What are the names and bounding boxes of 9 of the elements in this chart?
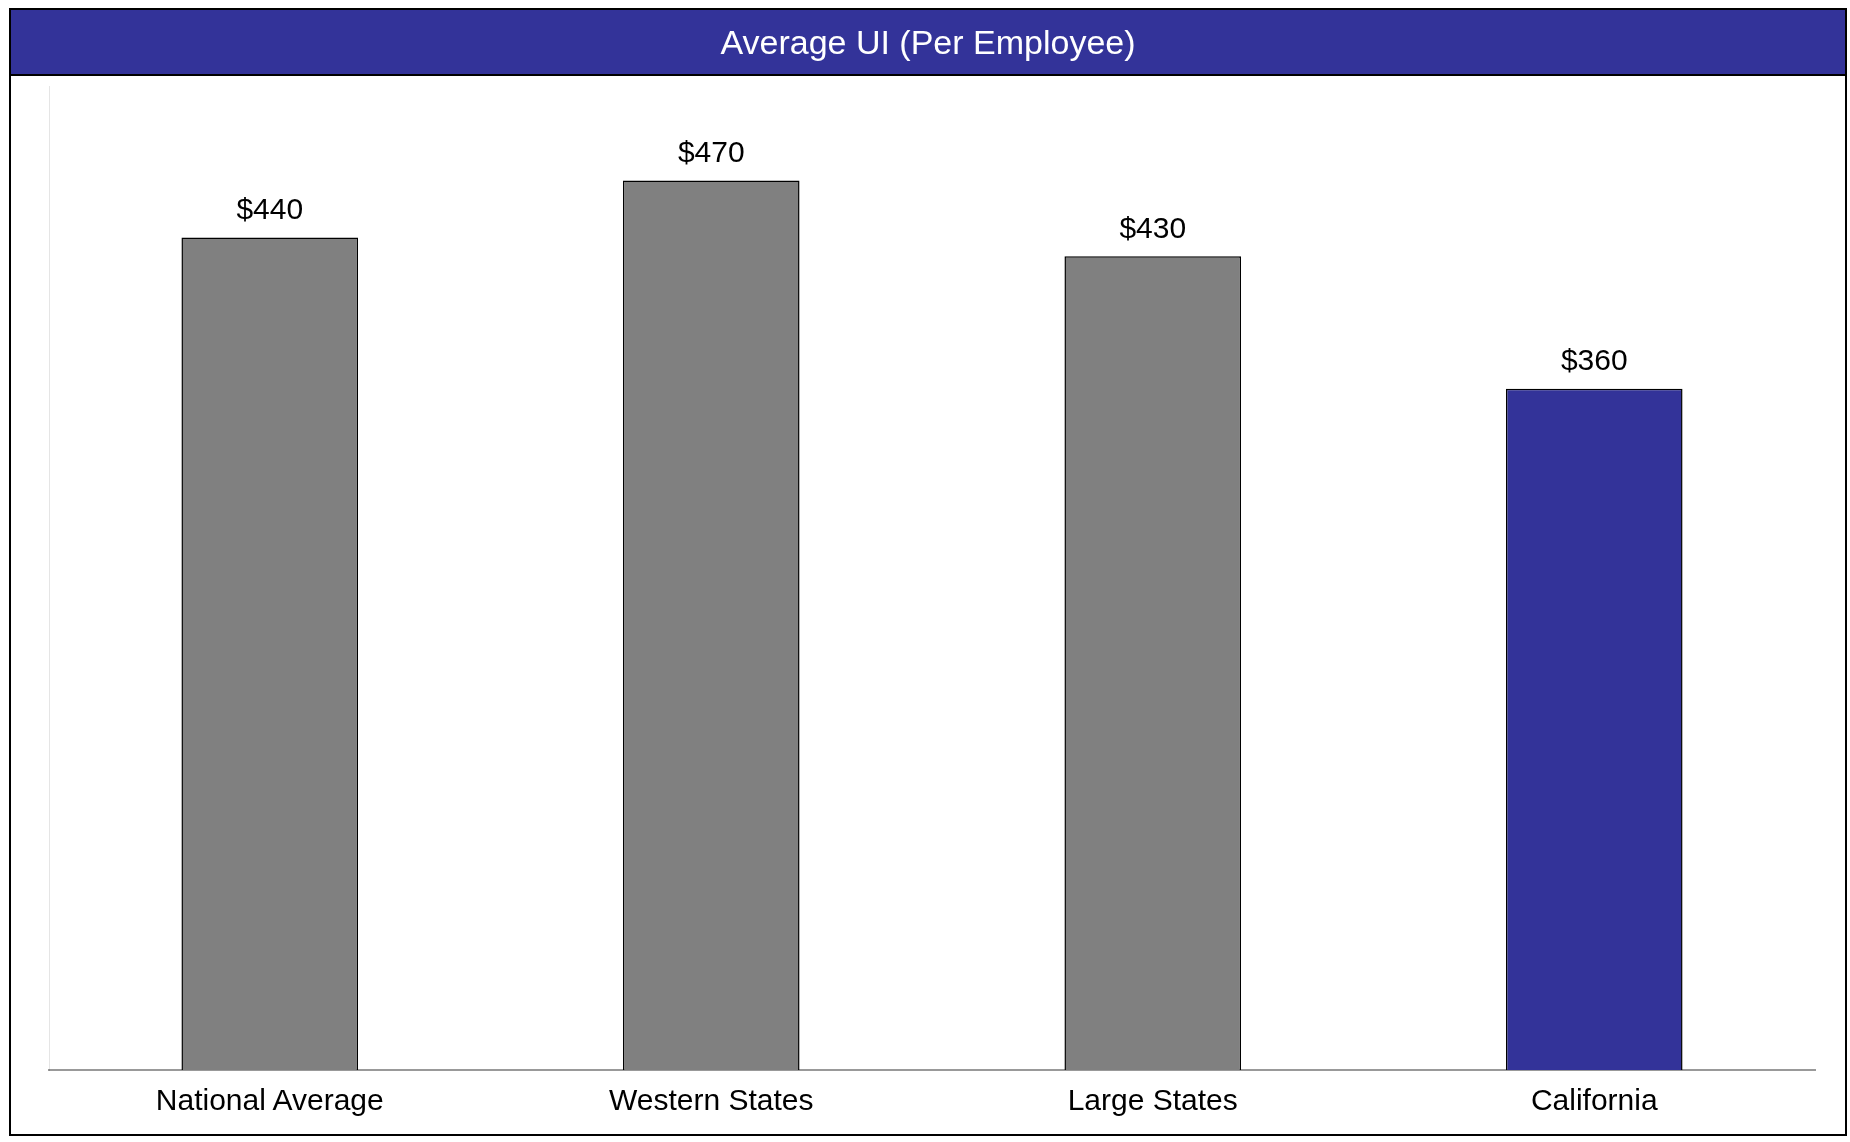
x-tick-label: National Average bbox=[155, 1083, 384, 1117]
data-label: $360 bbox=[1560, 343, 1628, 377]
x-tick-label: California bbox=[1530, 1083, 1658, 1117]
data-label: $430 bbox=[1119, 210, 1187, 244]
data-label: $470 bbox=[677, 134, 745, 168]
x-tick-label: Western States bbox=[608, 1083, 814, 1117]
chart-title: Average UI (Per Employee) bbox=[11, 10, 1845, 76]
x-tick-label: Large States bbox=[1067, 1083, 1238, 1117]
data-label: $440 bbox=[236, 191, 304, 225]
